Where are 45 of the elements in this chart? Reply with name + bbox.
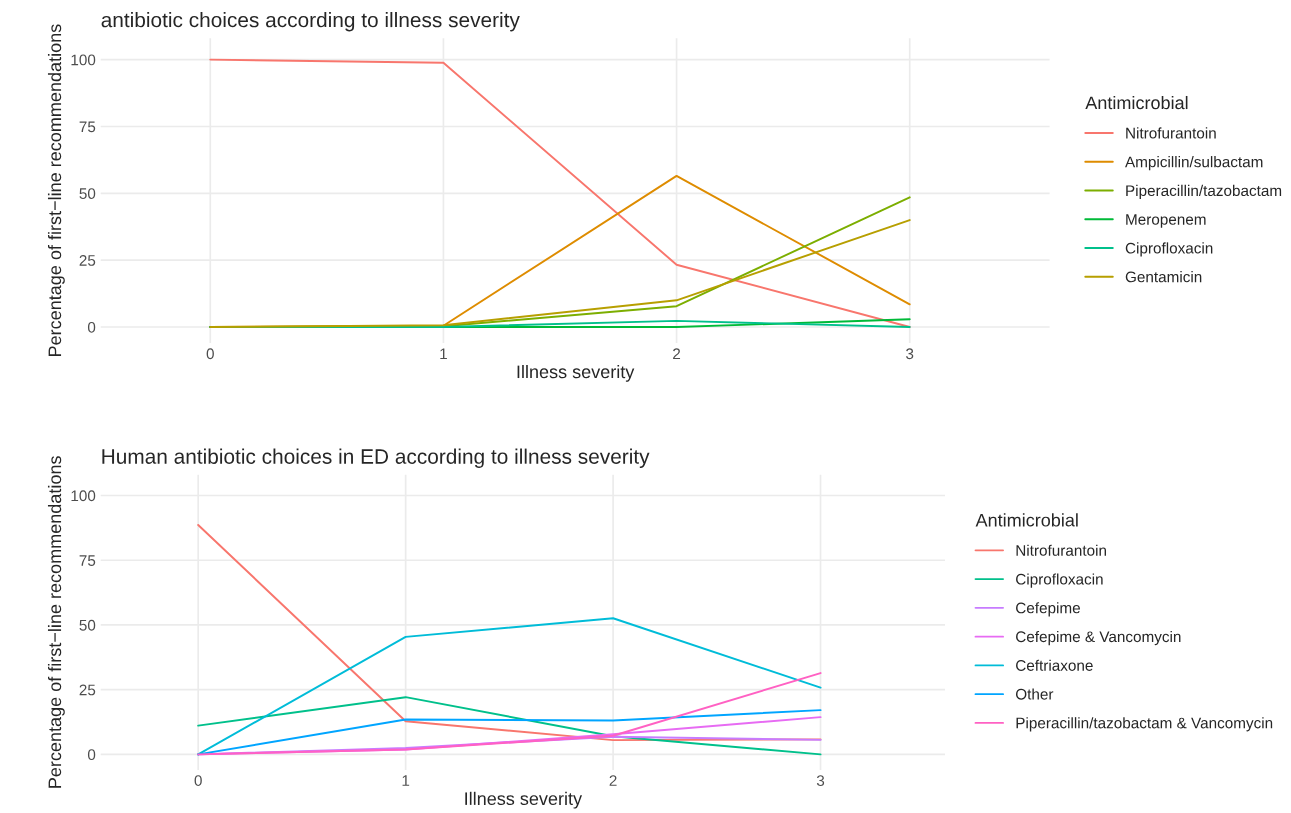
- y-tick-label: 100: [71, 490, 96, 502]
- legend-label: Ciprofloxacin: [1125, 242, 1213, 257]
- line-series: [197, 524, 822, 742]
- line-series: [209, 58, 911, 329]
- legend-title: Antimicrobial: [975, 513, 1078, 527]
- legend-label: Nitrofurantoin: [1126, 127, 1216, 139]
- y-axis-title: Percentage of first−line recommendations: [47, 456, 65, 788]
- y-tick-label: 50: [79, 619, 96, 631]
- x-tick-label: 0: [194, 775, 202, 786]
- y-tick-label: 50: [79, 188, 96, 200]
- y-axis-title: Percentage of first−line recommendations: [47, 24, 65, 357]
- x-tick-label: 2: [673, 348, 681, 360]
- chart-title: antibiotic choices according to illness severity: [101, 12, 520, 32]
- legend-label: Piperacillin/tazobactam & Vancomycin: [1016, 717, 1273, 732]
- x-tick-label: 2: [609, 775, 617, 786]
- legend-label: Other: [1015, 688, 1054, 700]
- y-tick-label: 25: [79, 255, 96, 266]
- x-axis-title: Illness severity: [517, 364, 635, 382]
- y-tick-label: 75: [79, 121, 96, 133]
- y-tick-label: 0: [87, 749, 96, 761]
- line-series: [209, 219, 911, 329]
- x-tick-label: 3: [816, 775, 825, 786]
- legend-label: Ampicillin/sulbactam: [1125, 156, 1263, 171]
- line-series: [197, 672, 822, 756]
- legend-label: Piperacillin/tazobactam: [1126, 184, 1282, 200]
- x-axis-title: Illness severity: [465, 791, 583, 809]
- line-series: [197, 617, 822, 756]
- legend-label: Cefepime & Vancomycin: [1016, 630, 1181, 646]
- x-tick-label: 1: [402, 775, 410, 786]
- legend-label: Ciprofloxacin: [1016, 573, 1103, 588]
- y-tick-label: 75: [79, 555, 96, 566]
- legend-label: Nitrofurantoin: [1016, 544, 1106, 556]
- legend-label: Meropenem: [1126, 214, 1206, 228]
- chart-title: Human antibiotic choices in ED according to illness severity: [102, 448, 650, 468]
- y-tick-label: 0: [87, 321, 96, 333]
- legend-label: Gentamicin: [1125, 271, 1202, 283]
- legend-label: Ceftriaxone: [1016, 659, 1093, 671]
- legend-title: Antimicrobial: [1085, 95, 1188, 110]
- legend-label: Cefepime: [1016, 602, 1080, 617]
- x-tick-label: 1: [440, 348, 447, 360]
- line-series: [197, 696, 822, 756]
- x-tick-label: 3: [906, 348, 914, 360]
- y-tick-label: 100: [71, 54, 96, 66]
- x-tick-label: 0: [206, 348, 214, 360]
- y-tick-label: 25: [79, 684, 96, 696]
